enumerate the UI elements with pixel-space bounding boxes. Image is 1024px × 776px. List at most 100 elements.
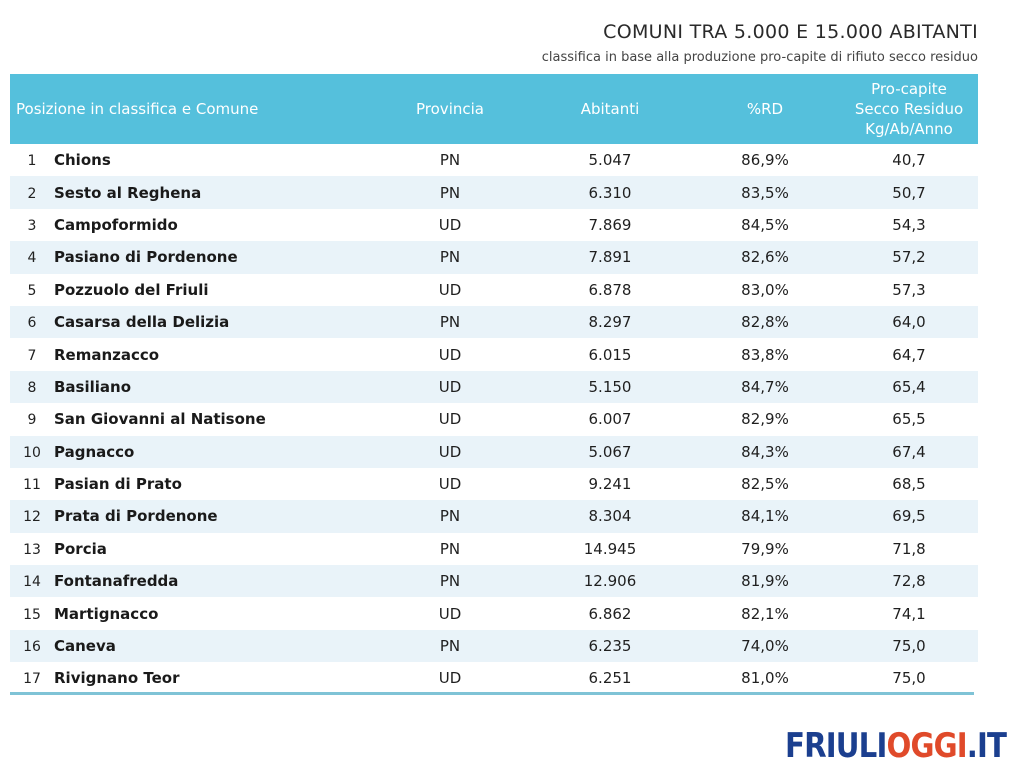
cell-comune: 1 Chions [10,144,370,176]
cell-provincia: PN [439,313,461,332]
cell-position: 5 [27,282,37,299]
cell-rd: 82,1% [741,604,789,623]
table-row: 13 Porcia PN 14.945 79,9% 71,8 [10,533,978,565]
table-row: 11 Pasian di Prato UD 9.241 82,5% 68,5 [10,468,978,500]
table-row: 2 Sesto al Reghena PN 6.310 83,5% 50,7 [10,176,978,209]
cell-abitanti: 9.241 [588,475,632,494]
cell-procapite: 64,0 [892,313,926,332]
table-row: 16 Caneva PN 6.235 74,0% 75,0 [10,629,978,663]
cell-provincia: PN [439,637,461,656]
cell-rd: 81,9% [741,572,789,591]
cell-position: 11 [23,477,41,494]
page-title: COMUNI TRA 5.000 E 15.000 ABITANTI [603,21,978,43]
cell-comune-name: Caneva [54,637,116,656]
cell-rd: 83,8% [741,345,789,364]
table-row: 9 San Giovanni al Natisone UD 6.007 82,9% 65,… [10,403,978,435]
cell-comune: 13 Porcia [10,533,370,565]
column-header-comune: Posizione in classifica e Comune [16,100,259,118]
cell-position: 8 [27,379,37,396]
cell-comune-name: Pozzuolo del Friuli [54,280,209,299]
cell-provincia: PN [439,539,461,558]
cell-position: 15 [23,606,41,623]
cell-rd: 79,9% [741,539,789,558]
cell-rd: 82,5% [741,475,789,494]
cell-rd: 83,0% [741,280,789,299]
cell-rd: 81,0% [741,669,789,688]
cell-procapite: 67,4 [892,442,926,461]
procapite-header-line1: Pro-capite [871,80,947,98]
cell-rd: 84,1% [741,507,789,526]
cell-abitanti: 6.015 [588,345,632,364]
table-row: 6 Casarsa della Delizia PN 8.297 82,8% 64,0 [10,305,978,339]
column-header-abitanti: Abitanti [580,100,640,118]
cell-procapite: 69,5 [892,507,926,526]
cell-comune-name: Basiliano [54,377,132,396]
cell-provincia: UD [438,377,462,396]
cell-comune: 2 Sesto al Reghena [10,176,370,208]
cell-comune-name: Casarsa della Delizia [54,313,230,332]
cell-comune: 8 Basiliano [10,371,370,403]
cell-comune-name: Porcia [54,539,107,558]
cell-comune-name: Chions [54,151,111,170]
cell-abitanti: 7.869 [588,215,632,234]
cell-procapite: 75,0 [892,669,926,688]
cell-comune: 4 Pasiano di Pordenone [10,241,370,273]
cell-position: 1 [27,153,37,170]
cell-comune-name: Campoformido [54,215,178,234]
cell-position: 7 [27,347,37,364]
cell-procapite: 71,8 [892,539,926,558]
table-row: 4 Pasiano di Pordenone PN 7.891 82,6% 57,2 [10,241,978,274]
cell-position: 13 [23,541,41,558]
cell-abitanti: 14.945 [583,539,637,558]
cell-procapite: 40,7 [892,151,926,170]
cell-provincia: UD [438,475,462,494]
cell-comune: 16 Caneva [10,630,370,662]
logo-oggi: OGGI [886,726,967,766]
cell-comune: 12 Prata di Pordenone [10,500,370,532]
cell-rd: 84,3% [741,442,789,461]
table-row: 15 Martignacco UD 6.862 82,1% 74,1 [10,597,978,629]
cell-procapite: 65,4 [892,377,926,396]
cell-position: 12 [23,509,41,526]
column-header-provincia: Provincia [416,100,484,118]
cell-rd: 82,8% [741,313,789,332]
cell-rd: 84,5% [741,215,789,234]
cell-comune: 15 Martignacco [10,597,370,629]
cell-comune: 14 Fontanafredda [10,565,370,597]
cell-abitanti: 5.047 [588,151,632,170]
cell-comune-name: Pasiano di Pordenone [54,248,238,267]
cell-procapite: 57,3 [892,280,926,299]
ranking-table: Posizione in classifica e Comune Provinc… [10,74,978,695]
cell-provincia: PN [439,507,461,526]
table-header-row: Posizione in classifica e Comune Provinc… [10,74,978,144]
table-row: 12 Prata di Pordenone PN 8.304 84,1% 69,5 [10,500,978,533]
cell-comune: 10 Pagnacco [10,436,370,468]
cell-comune-name: Pagnacco [54,442,135,461]
cell-rd: 84,7% [741,377,789,396]
cell-abitanti: 8.304 [588,507,632,526]
cell-comune: 11 Pasian di Prato [10,468,370,500]
table-row: 5 Pozzuolo del Friuli UD 6.878 83,0% 57,3 [10,274,978,306]
cell-comune-name: San Giovanni al Natisone [54,410,266,429]
cell-provincia: PN [439,572,461,591]
table-body: 1 Chions PN 5.047 86,9% 40,7 2 Sesto al Reghena… [10,144,978,695]
cell-provincia: PN [439,248,461,267]
cell-comune: 3 Campoformido [10,209,370,241]
cell-comune: 17 Rivignano Teor [10,662,370,694]
table-row: 14 Fontanafredda PN 12.906 81,9% 72,8 [10,565,978,598]
cell-provincia: UD [438,345,462,364]
cell-abitanti: 6.235 [588,637,632,656]
cell-position: 3 [27,217,37,234]
cell-abitanti: 6.251 [588,669,632,688]
cell-provincia: PN [439,151,461,170]
friulioggi-logo: FRIULIOGGI.IT [785,726,1007,766]
cell-rd: 82,9% [741,410,789,429]
cell-abitanti: 5.150 [588,377,632,396]
cell-comune-name: Remanzacco [54,345,160,364]
cell-procapite: 57,2 [892,248,926,267]
cell-abitanti: 6.862 [588,604,632,623]
cell-rd: 82,6% [741,248,789,267]
table-bottom-rule [10,692,974,695]
cell-comune-name: Martignacco [54,604,159,623]
cell-comune: 5 Pozzuolo del Friuli [10,274,370,306]
